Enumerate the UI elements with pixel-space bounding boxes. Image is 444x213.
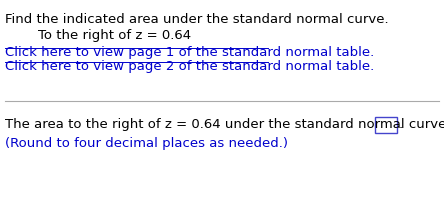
Text: .: .	[399, 118, 403, 131]
Text: Click here to view page 2 of the standard normal table.: Click here to view page 2 of the standar…	[5, 60, 374, 73]
Text: Find the indicated area under the standard normal curve.: Find the indicated area under the standa…	[5, 13, 388, 26]
Text: Click here to view page 1 of the standard normal table.: Click here to view page 1 of the standar…	[5, 46, 374, 59]
FancyBboxPatch shape	[375, 117, 397, 133]
Text: (Round to four decimal places as needed.): (Round to four decimal places as needed.…	[5, 137, 288, 150]
Text: To the right of z = 0.64: To the right of z = 0.64	[38, 29, 191, 42]
Text: The area to the right of z = 0.64 under the standard normal curve is: The area to the right of z = 0.64 under …	[5, 118, 444, 131]
